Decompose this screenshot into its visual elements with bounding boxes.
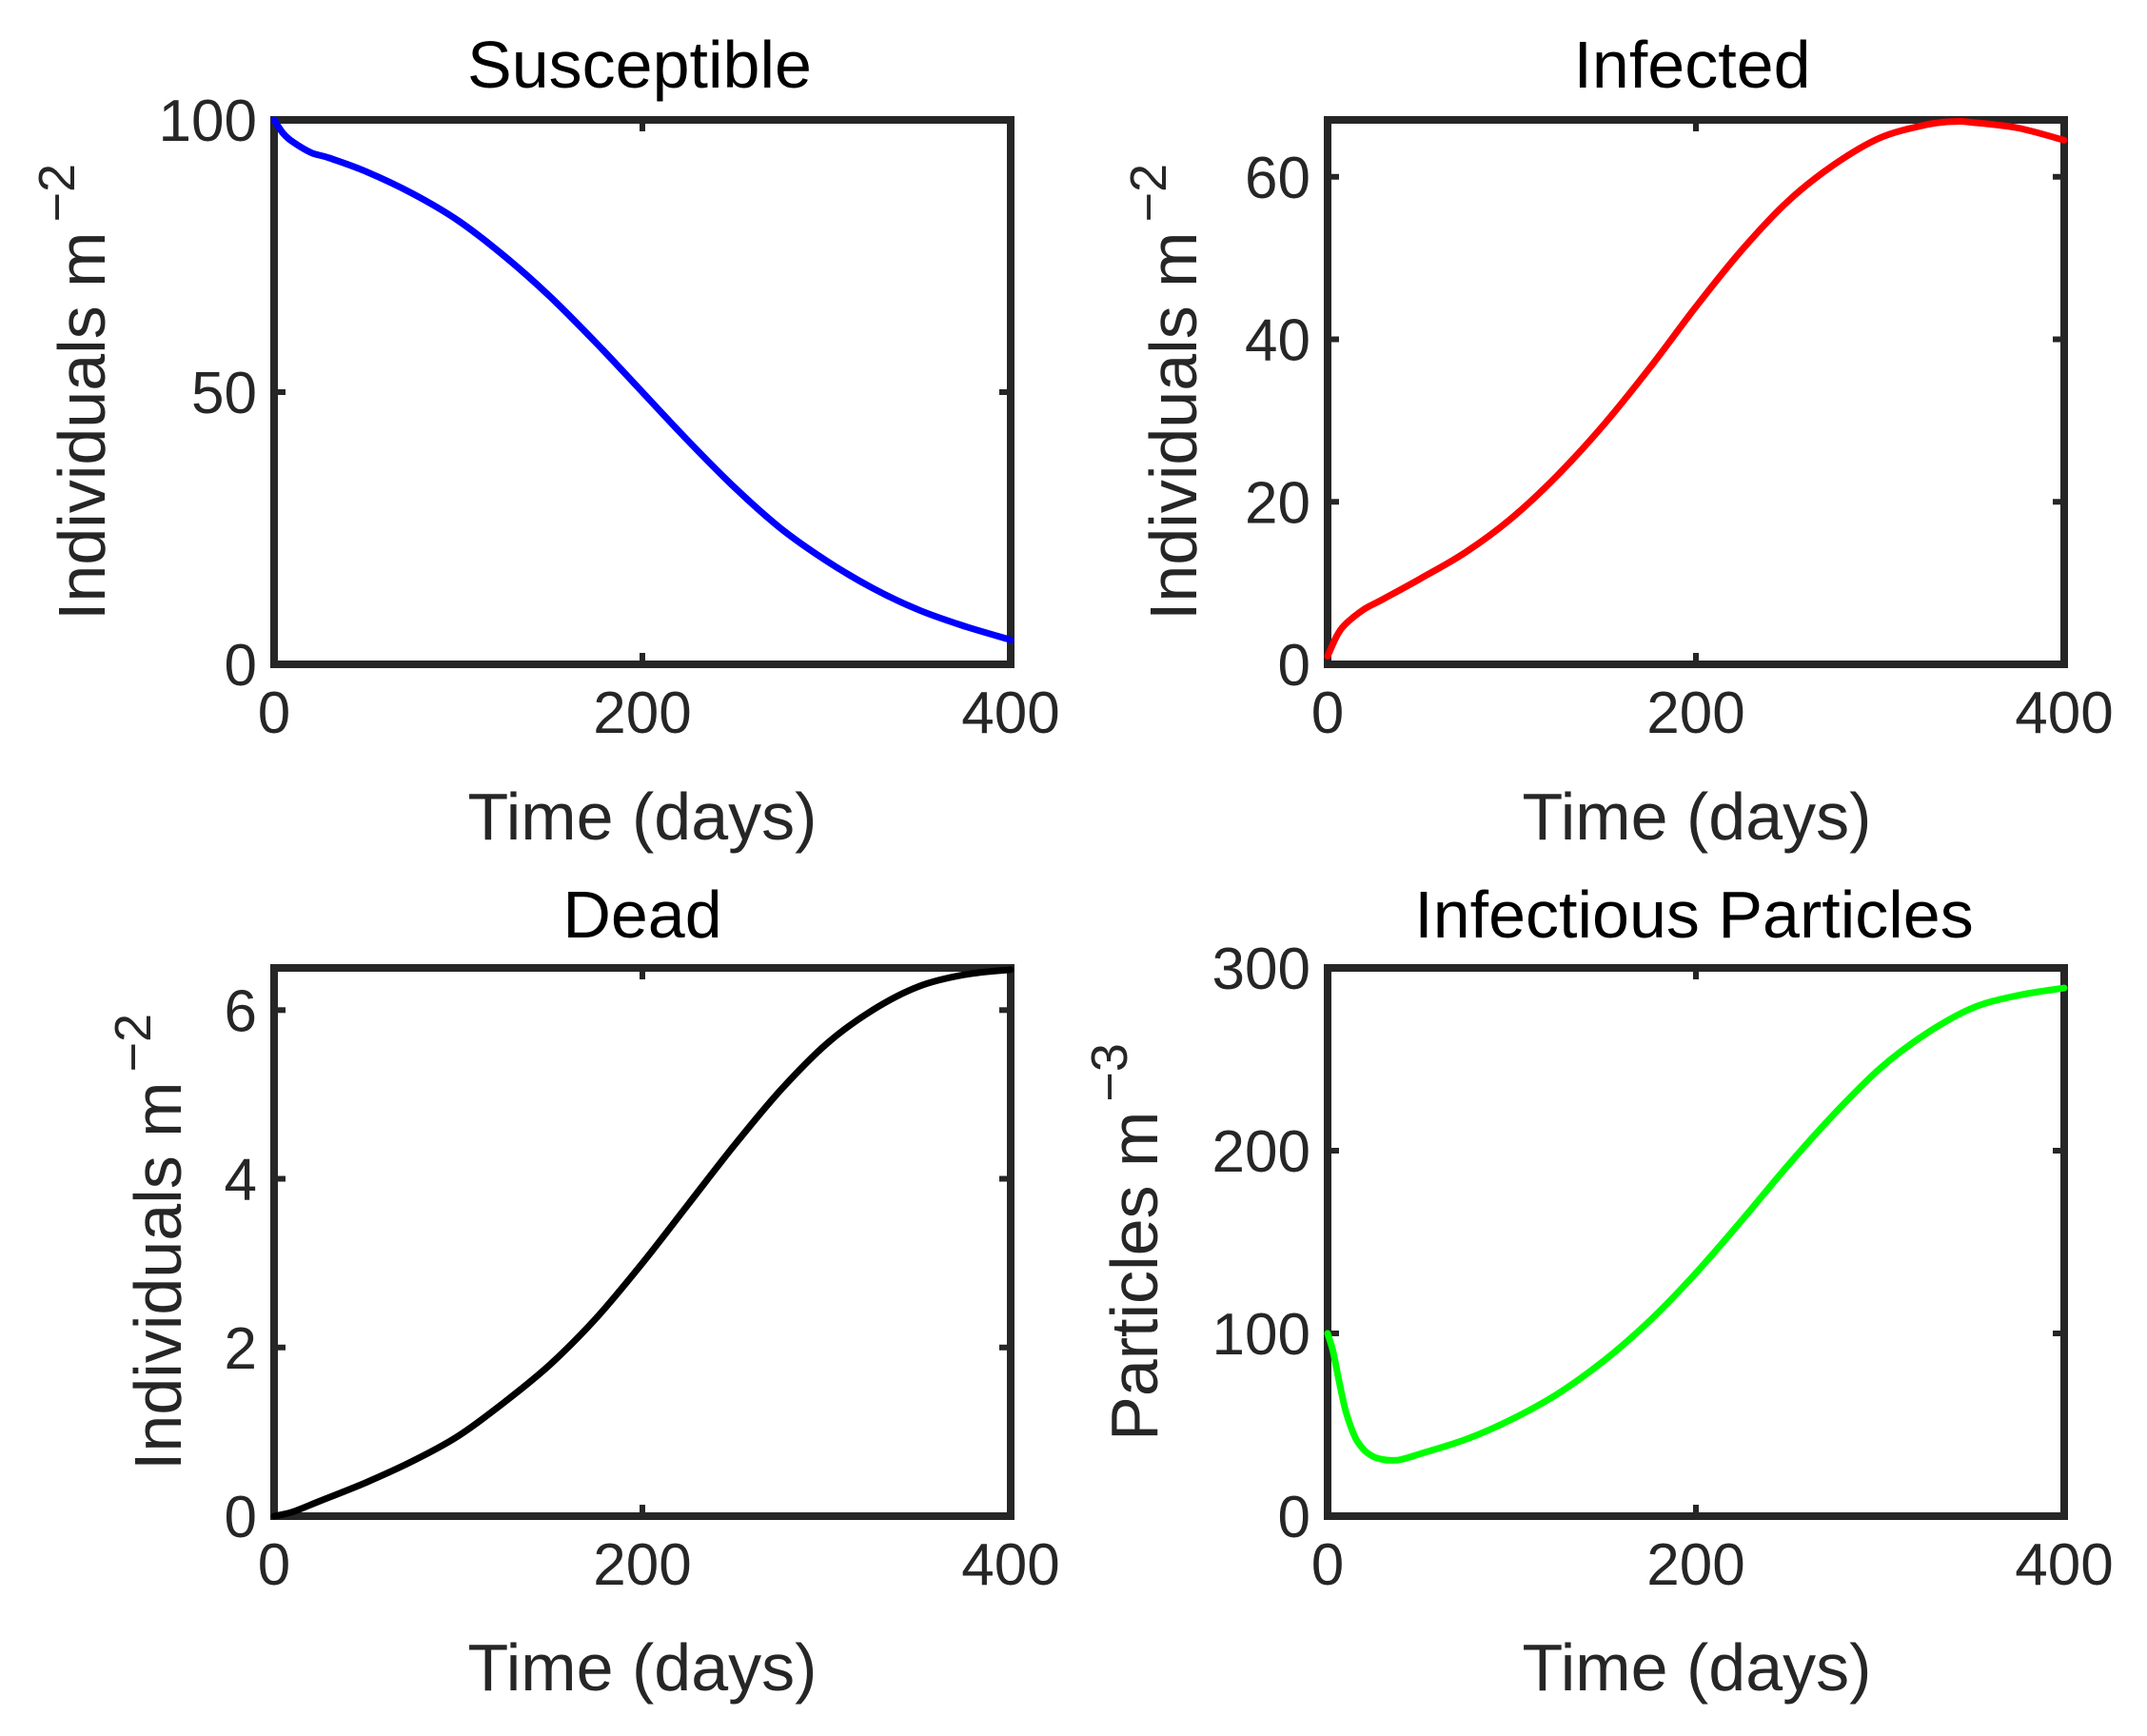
series-layer (1324, 984, 2068, 1464)
x-tick-label: 400 (2015, 1532, 2113, 1598)
x-tick-label: 200 (1646, 681, 1744, 746)
tick-layer: 0 200 400 0 20 40 60 (1245, 120, 2114, 746)
x-axis-label: Time (days) (468, 779, 817, 854)
y-axis-label: Individuals m −2 (105, 1014, 195, 1470)
y-axis-label-superscript: −2 (29, 164, 86, 223)
y-tick-label: 4 (225, 1148, 257, 1213)
y-tick-label: 50 (191, 361, 257, 426)
series-layer (1324, 117, 2068, 660)
x-tick-label: 200 (593, 1532, 691, 1598)
tick-layer: 0 200 400 0 50 100 (159, 89, 1060, 746)
chart-title: Dead (562, 878, 721, 952)
y-tick-label: 60 (1245, 146, 1310, 211)
y-tick-label: 200 (1212, 1119, 1310, 1185)
y-tick-label: 100 (159, 89, 257, 154)
panel-susceptible: Susceptible Time (days) Individuals m−2 … (29, 28, 1060, 854)
y-tick-label: 20 (1245, 470, 1310, 536)
y-tick-label: 2 (225, 1316, 257, 1382)
y-tick-label: 0 (225, 633, 257, 699)
y-axis-label-text: Individuals m (121, 1082, 195, 1471)
x-tick-label: 0 (258, 681, 290, 746)
series-layer (270, 966, 1014, 1520)
panel-dead: Dead Time (days) Individuals m−2 0 200 400… (105, 878, 1060, 1705)
series-layer (270, 116, 1014, 643)
panel-infectious-particles: Infectious Particles Time (days) Particl… (1081, 878, 2114, 1705)
axes-box (270, 964, 1014, 1520)
y-axis-label-text: Individuals m (1136, 232, 1211, 621)
y-tick-label: 0 (225, 1485, 257, 1550)
chart-title: Susceptible (467, 28, 812, 102)
axes-box (1324, 116, 2068, 668)
x-tick-label: 200 (1646, 1532, 1744, 1598)
y-tick-label: 0 (1278, 1485, 1310, 1550)
x-tick-label: 0 (1311, 1532, 1344, 1598)
y-axis-label: Individuals m −2 (29, 164, 119, 621)
x-tick-label: 0 (258, 1532, 290, 1598)
x-tick-label: 200 (593, 681, 691, 746)
y-tick-label: 100 (1212, 1302, 1310, 1368)
y-axis-label: Individuals m −2 (1120, 164, 1211, 621)
panel-infected: Infected Time (days) Individuals m −2 0 20… (1120, 28, 2114, 854)
y-axis-label-text: Particles m (1097, 1112, 1172, 1441)
tick-layer: 0 200 400 0 100 200 300 (1212, 937, 2114, 1598)
x-tick-label: 400 (961, 681, 1059, 746)
x-axis-label: Time (days) (1523, 1630, 1872, 1705)
y-axis-label-text: Individuals m (45, 232, 119, 621)
y-axis-label-superscript: −2 (105, 1014, 162, 1073)
series-line-susceptible (270, 116, 1014, 643)
y-axis-label: Particles m −3 (1081, 1043, 1172, 1441)
x-axis-label: Time (days) (468, 1630, 817, 1705)
x-tick-label: 400 (2015, 681, 2113, 746)
y-axis-label-superscript: −3 (1081, 1043, 1138, 1102)
y-tick-label: 6 (225, 978, 257, 1044)
y-tick-label: 0 (1278, 633, 1310, 699)
axes-box (1324, 964, 2068, 1520)
tick-layer: 0 200 400 0 2 4 6 (225, 968, 1060, 1598)
x-axis-label: Time (days) (1523, 779, 1872, 854)
series-line-infected (1324, 117, 2068, 660)
chart-title: Infected (1573, 28, 1810, 102)
x-tick-label: 400 (961, 1532, 1059, 1598)
y-tick-label: 300 (1212, 937, 1310, 1002)
series-line-infectious-particles (1324, 984, 2068, 1464)
y-tick-label: 40 (1245, 308, 1310, 374)
x-tick-label: 0 (1311, 681, 1344, 746)
series-line-dead (270, 966, 1014, 1520)
chart-title: Infectious Particles (1414, 878, 1973, 952)
y-axis-label-superscript: −2 (1120, 164, 1177, 223)
